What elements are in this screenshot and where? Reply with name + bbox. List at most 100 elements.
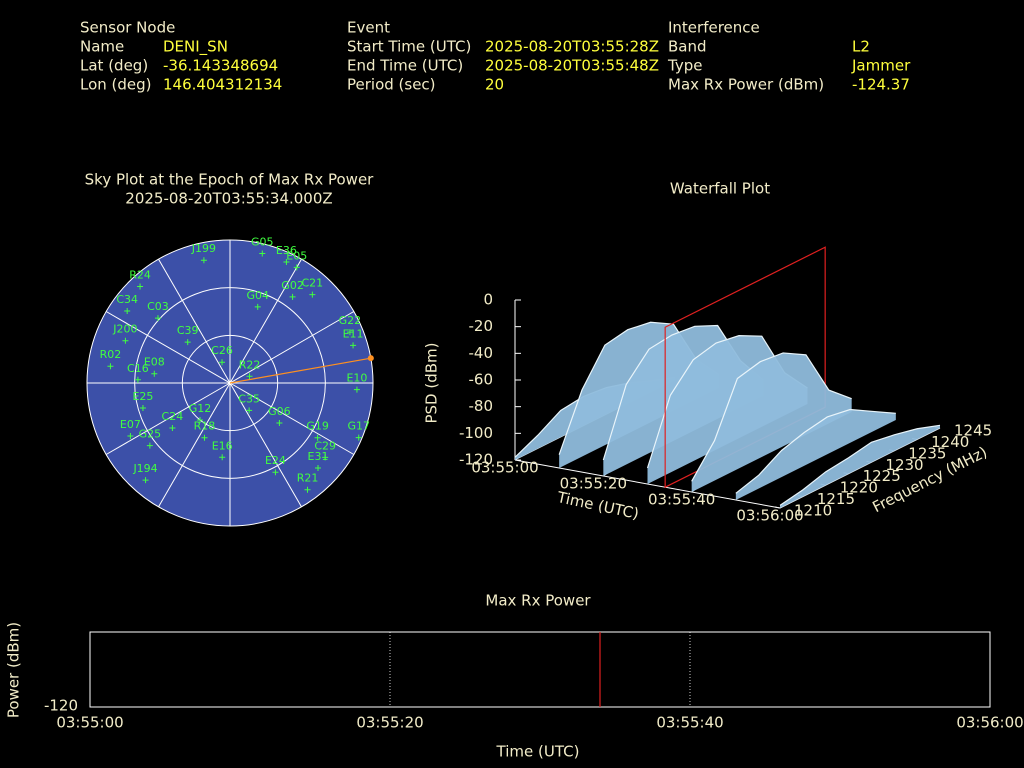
surface-fill (780, 425, 940, 508)
satellite-label: C21 (302, 277, 324, 290)
satellite-label: E25 (132, 390, 153, 403)
satellite-label: J200 (112, 323, 137, 336)
azimuth-spoke (105, 382, 231, 455)
x-tick-label: 03:56:00 (956, 714, 1023, 732)
field-value: 2025-08-20T03:55:48Z (485, 57, 659, 75)
chart-title: Waterfall Plot (670, 180, 770, 198)
y-tick (774, 506, 781, 509)
y-tick-label: 1240 (931, 433, 969, 451)
z-tick-label: 0 (483, 291, 493, 309)
satellite (355, 434, 362, 441)
field-label: Lat (deg) (80, 57, 148, 75)
field-label: Max Rx Power (dBm) (668, 76, 824, 94)
satellite (246, 373, 253, 380)
field-label: Band (668, 38, 707, 56)
satellite (146, 442, 153, 449)
azimuth-spoke (229, 382, 355, 455)
satellite-label: C24 (162, 410, 184, 423)
y-tick-label: 1230 (885, 456, 923, 474)
satellite (127, 432, 134, 439)
satellite-label: R02 (100, 348, 122, 361)
x-tick-label: 03:55:00 (56, 714, 123, 732)
field-label: Start Time (UTC) (347, 38, 471, 56)
azimuth-spoke (229, 311, 355, 384)
field-label: Lon (deg) (80, 76, 152, 94)
satellite (283, 259, 290, 266)
azimuth-spoke (158, 258, 231, 384)
field-label: Type (667, 57, 702, 75)
section-title: Event (347, 19, 390, 37)
satellite (304, 486, 311, 493)
field-label: End Time (UTC) (347, 57, 463, 75)
satellite (254, 303, 261, 310)
chart-title: Sky Plot at the Epoch of Max Rx Power (85, 171, 375, 189)
satellite-label: E08 (144, 356, 165, 369)
x-tick-label: 03:55:20 (560, 475, 627, 493)
y-axis-label: Power (dBm) (5, 622, 23, 718)
satellite (134, 376, 141, 383)
satellite (346, 329, 353, 336)
satellite (184, 339, 191, 346)
satellite (219, 359, 226, 366)
satellite (169, 424, 176, 431)
field-value: Jammer (851, 57, 911, 75)
surface-row (735, 408, 896, 494)
satellite-label: J199 (191, 242, 216, 255)
satellite (201, 434, 208, 441)
section-title: Interference (668, 19, 760, 37)
satellite-label: C34 (116, 293, 138, 306)
satellite-label: E10 (346, 372, 367, 385)
y-tick-label: 1215 (817, 490, 855, 508)
satellite-label: G19 (306, 420, 329, 433)
satellite-label: E16 (212, 439, 233, 452)
satellite-label: J194 (132, 462, 157, 475)
y-tick-label: -120 (44, 697, 78, 715)
x-axis-label: Time (UTC) (496, 743, 580, 761)
satellite (142, 477, 149, 484)
surface-fill (735, 409, 896, 500)
field-value: -36.143348694 (163, 57, 278, 75)
x-tick-label: 03:55:40 (656, 714, 723, 732)
satellite (350, 342, 357, 349)
satellite-label: E36 (276, 244, 297, 257)
surface-row (779, 424, 941, 506)
satellite-label: C26 (211, 344, 233, 357)
satellite-label: E11 (343, 327, 364, 340)
field-value: L2 (852, 38, 870, 56)
satellite (272, 469, 279, 476)
field-value: 20 (485, 76, 504, 94)
y-tick-label: 1225 (863, 467, 901, 485)
satellite-label: E05 (286, 249, 307, 262)
field-value: -124.37 (852, 76, 910, 94)
y-tick-label: 1210 (794, 502, 832, 520)
azimuth-spoke (229, 382, 302, 508)
satellite (246, 407, 253, 414)
satellite (322, 454, 329, 461)
satellite-label: R24 (129, 269, 151, 282)
satellite-label: G17 (347, 420, 370, 433)
satellite (122, 337, 129, 344)
y-tick-label: 1220 (840, 479, 878, 497)
satellite-label: G12 (189, 402, 212, 415)
y-tick-label: 1235 (908, 444, 946, 462)
z-tick-label: -100 (459, 424, 493, 442)
satellite (107, 363, 114, 370)
field-value: 146.404312134 (163, 76, 282, 94)
satellite (314, 434, 321, 441)
satellite-label: E07 (120, 418, 141, 431)
satellite-label: C03 (147, 300, 169, 313)
satellite-label: C39 (177, 324, 199, 337)
field-label: Period (sec) (347, 76, 436, 94)
section-title: Sensor Node (80, 19, 175, 37)
satellite (154, 315, 161, 322)
z-tick-label: -60 (469, 371, 494, 389)
satellite-label: G06 (268, 405, 291, 418)
satellite-label: E31 (308, 450, 329, 463)
jammer-dot (367, 355, 374, 362)
plot-frame (89, 631, 991, 708)
z-axis-label: PSD (dBm) (423, 342, 441, 423)
azimuth-spoke (158, 382, 231, 508)
satellite (151, 370, 158, 377)
satellite (289, 293, 296, 300)
satellite-label: E24 (265, 454, 286, 467)
